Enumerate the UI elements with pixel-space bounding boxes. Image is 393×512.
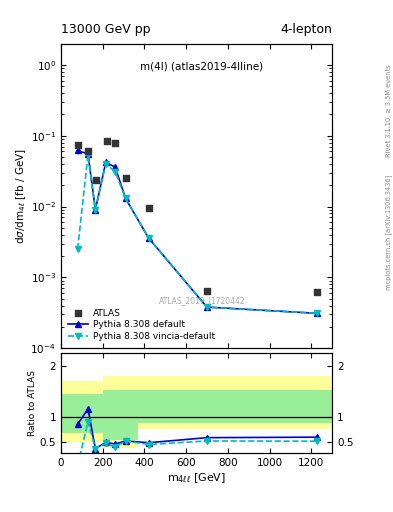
- Legend: ATLAS, Pythia 8.308 default, Pythia 8.308 vincia-default: ATLAS, Pythia 8.308 default, Pythia 8.30…: [65, 306, 217, 344]
- Y-axis label: Ratio to ATLAS: Ratio to ATLAS: [28, 370, 37, 436]
- Pythia 8.308 vincia-default: [75, 246, 80, 252]
- Text: m(4l) (atlas2019-4lline): m(4l) (atlas2019-4lline): [140, 62, 263, 72]
- Pythia 8.308 vincia-default: [123, 196, 128, 202]
- Y-axis label: d$\sigma$/dm$_{4\ell}$ [fb / GeV]: d$\sigma$/dm$_{4\ell}$ [fb / GeV]: [14, 148, 28, 244]
- Pythia 8.308 vincia-default: [103, 161, 108, 167]
- ATLAS: [104, 137, 110, 145]
- Text: 4-lepton: 4-lepton: [280, 23, 332, 36]
- Pythia 8.308 default: [123, 196, 128, 202]
- ATLAS: [204, 287, 210, 295]
- Pythia 8.308 default: [315, 310, 320, 316]
- Pythia 8.308 vincia-default: [315, 310, 320, 316]
- ATLAS: [85, 147, 91, 156]
- X-axis label: m$_{4\ell\ell}$ [GeV]: m$_{4\ell\ell}$ [GeV]: [167, 471, 226, 484]
- ATLAS: [112, 139, 118, 147]
- Line: Pythia 8.308 default: Pythia 8.308 default: [75, 147, 321, 316]
- ATLAS: [123, 174, 129, 182]
- Line: Pythia 8.308 vincia-default: Pythia 8.308 vincia-default: [75, 152, 321, 316]
- ATLAS: [74, 141, 81, 150]
- Pythia 8.308 vincia-default: [86, 152, 90, 158]
- Pythia 8.308 vincia-default: [205, 304, 209, 310]
- Pythia 8.308 default: [86, 151, 90, 157]
- Pythia 8.308 vincia-default: [93, 207, 98, 213]
- ATLAS: [314, 288, 321, 296]
- Text: ATLAS_2019_I1720442: ATLAS_2019_I1720442: [159, 296, 245, 306]
- ATLAS: [93, 176, 99, 184]
- Pythia 8.308 default: [75, 147, 80, 154]
- ATLAS: [145, 204, 152, 212]
- Pythia 8.308 vincia-default: [146, 235, 151, 241]
- Text: Rivet 3.1.10, ≥ 3.5M events: Rivet 3.1.10, ≥ 3.5M events: [386, 64, 392, 157]
- Pythia 8.308 default: [113, 164, 118, 170]
- Pythia 8.308 default: [93, 207, 98, 213]
- Text: mcplots.cern.ch [arXiv:1306.3436]: mcplots.cern.ch [arXiv:1306.3436]: [386, 175, 392, 290]
- Text: 13000 GeV pp: 13000 GeV pp: [61, 23, 151, 36]
- Pythia 8.308 default: [103, 159, 108, 165]
- Pythia 8.308 default: [146, 235, 151, 241]
- Pythia 8.308 vincia-default: [113, 168, 118, 175]
- Pythia 8.308 default: [205, 304, 209, 310]
